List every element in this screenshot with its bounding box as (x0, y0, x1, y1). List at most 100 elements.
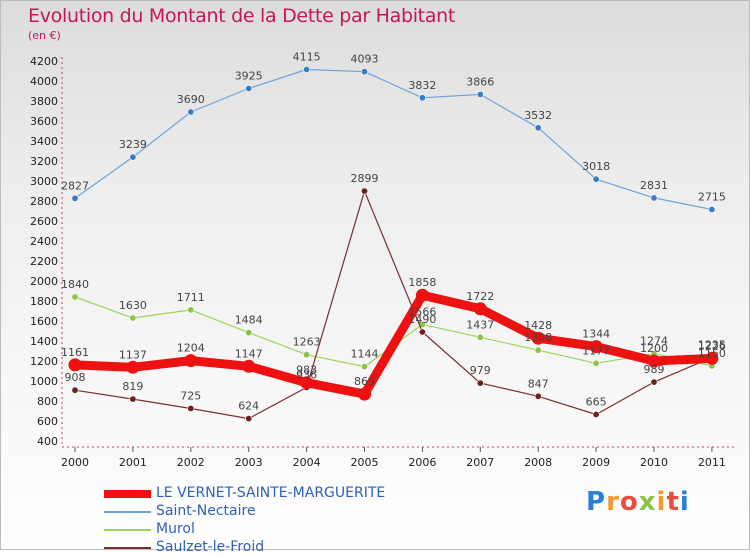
data-point-saulzet-le-froid (187, 404, 195, 412)
data-label-murol: 1150 (698, 347, 726, 360)
y-tick-label: 600 (37, 415, 58, 428)
y-tick-label: 4000 (30, 75, 58, 88)
legend-label: Murol (156, 521, 195, 537)
series-line-saulzet-le-froid (74, 190, 713, 420)
y-tick-label: 2200 (30, 255, 58, 268)
data-point-saint-nectaire (476, 90, 484, 98)
data-label-saulzet-le-froid: 1490 (408, 313, 436, 326)
data-label-saint-nectaire: 4093 (351, 53, 379, 66)
data-point-le-vernet-sainte-marguerite (531, 331, 545, 345)
data-point-le-vernet-sainte-marguerite (589, 340, 603, 354)
logo-letter: i (679, 487, 690, 517)
logo-letter: i (656, 487, 667, 517)
data-label-saulzet-le-froid: 2899 (351, 172, 379, 185)
data-label-le-vernet-sainte-marguerite: 1344 (582, 328, 610, 341)
data-point-saint-nectaire (187, 108, 195, 116)
data-label-saint-nectaire: 3018 (582, 160, 610, 173)
y-tick-label: 1200 (30, 355, 58, 368)
data-label-saint-nectaire: 2715 (698, 191, 726, 204)
series-line-le-vernet-sainte-marguerite (70, 290, 717, 399)
data-point-saint-nectaire (360, 68, 368, 76)
data-label-le-vernet-sainte-marguerite: 1226 (698, 339, 726, 352)
data-label-saint-nectaire: 2831 (640, 179, 668, 192)
data-label-saint-nectaire: 3832 (408, 79, 436, 92)
data-label-murol: 1274 (640, 335, 668, 348)
chart-title: Evolution du Montant de la Dette par Hab… (28, 5, 456, 27)
data-label-murol: 1437 (466, 318, 494, 331)
data-label-le-vernet-sainte-marguerite: 1161 (61, 346, 89, 359)
data-label-le-vernet-sainte-marguerite: 1137 (119, 348, 147, 361)
data-point-le-vernet-sainte-marguerite (358, 387, 371, 401)
y-tick-label: 3800 (30, 95, 58, 108)
data-point-saint-nectaire (650, 194, 658, 202)
x-tick-label: 2010 (640, 456, 668, 469)
legend-label: LE VERNET-SAINTE-MARGUERITE (156, 485, 386, 501)
x-tick-label: 2003 (235, 456, 263, 469)
x-tick-label: 2005 (351, 456, 379, 469)
logo-letter: x (638, 487, 657, 517)
data-label-murol: 1840 (61, 278, 89, 291)
y-tick-label: 1400 (30, 335, 58, 348)
data-point-saint-nectaire (592, 175, 600, 183)
data-point-murol (129, 314, 137, 322)
legend-swatch (104, 547, 151, 549)
data-point-saint-nectaire (303, 66, 311, 74)
data-point-murol (303, 351, 311, 359)
data-label-saint-nectaire: 3690 (177, 93, 205, 106)
data-label-saint-nectaire: 3925 (235, 70, 263, 83)
data-point-saint-nectaire (71, 194, 79, 202)
data-label-saulzet-le-froid: 819 (122, 380, 143, 393)
data-point-saulzet-le-froid (418, 328, 426, 336)
x-tick-label: 2004 (293, 456, 321, 469)
legend-swatch (104, 511, 151, 513)
data-label-saulzet-le-froid: 989 (644, 363, 665, 376)
data-label-saulzet-le-froid: 725 (180, 390, 201, 403)
data-point-saint-nectaire (245, 85, 253, 93)
data-label-murol: 1177 (582, 344, 610, 357)
unit-label: (en €) (28, 29, 61, 42)
data-point-le-vernet-sainte-marguerite (647, 354, 661, 368)
proxiti-logo: Proxiti (586, 487, 690, 517)
data-point-saulzet-le-froid (360, 187, 368, 195)
data-point-saulzet-le-froid (534, 392, 542, 400)
y-tick-label: 3400 (30, 135, 58, 148)
data-label-le-vernet-sainte-marguerite: 1147 (235, 347, 263, 360)
data-point-murol (360, 363, 368, 371)
logo-letter: o (619, 487, 639, 517)
data-label-saulzet-le-froid: 936 (296, 368, 317, 381)
y-tick-label: 1600 (30, 315, 58, 328)
data-label-murol: 1630 (119, 299, 147, 312)
data-point-le-vernet-sainte-marguerite (473, 302, 487, 316)
x-tick-label: 2006 (408, 456, 436, 469)
x-tick-label: 2008 (524, 456, 552, 469)
data-point-saint-nectaire (708, 206, 716, 214)
data-point-saulzet-le-froid (476, 379, 484, 387)
data-label-le-vernet-sainte-marguerite: 1204 (177, 342, 205, 355)
data-point-le-vernet-sainte-marguerite (184, 354, 198, 368)
data-point-saint-nectaire (418, 94, 426, 102)
data-label-le-vernet-sainte-marguerite: 983 (296, 364, 317, 377)
x-tick-label: 2011 (698, 456, 726, 469)
legend-label: Saulzet-le-Froid (156, 539, 265, 555)
data-label-murol: 1484 (235, 314, 263, 327)
logo-letter: P (586, 487, 607, 517)
x-tick-label: 2007 (466, 456, 494, 469)
data-label-murol: 1566 (408, 305, 436, 318)
data-point-saulzet-le-froid (650, 378, 658, 386)
data-label-saint-nectaire: 2827 (61, 179, 89, 192)
data-label-saint-nectaire: 3532 (524, 109, 552, 122)
y-tick-label: 2600 (30, 215, 58, 228)
data-label-saulzet-le-froid: 665 (586, 396, 607, 409)
y-tick-label: 1800 (30, 295, 58, 308)
legend-swatch (104, 490, 151, 498)
legend-swatch (104, 529, 151, 531)
y-tick-label: 3600 (30, 115, 58, 128)
logo-letter: r (606, 487, 620, 517)
y-tick-label: 2800 (30, 195, 58, 208)
data-point-saint-nectaire (534, 124, 542, 132)
data-label-saulzet-le-froid: 908 (65, 371, 86, 384)
data-point-saulzet-le-froid (71, 386, 79, 394)
data-label-saulzet-le-froid: 979 (470, 364, 491, 377)
data-point-le-vernet-sainte-marguerite (300, 376, 314, 390)
